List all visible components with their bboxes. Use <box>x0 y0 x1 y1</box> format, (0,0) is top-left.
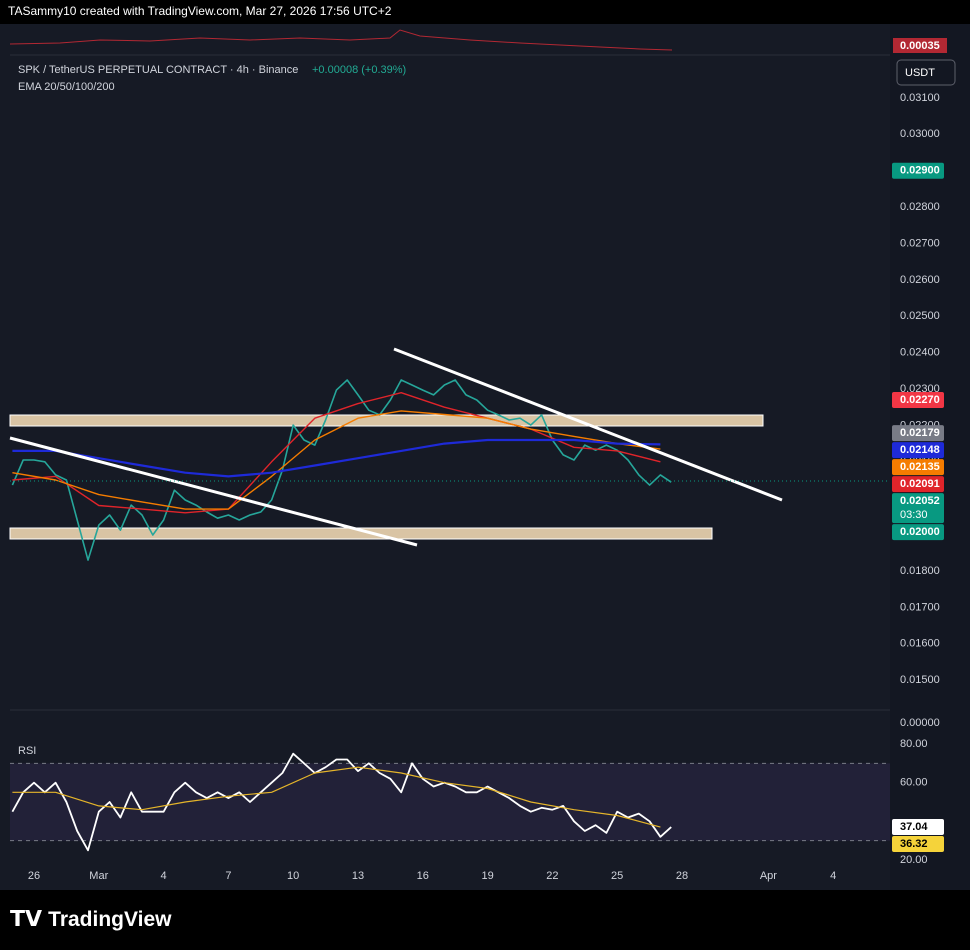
y-tick-label: 0.02500 <box>900 310 940 322</box>
axis-badge <box>892 425 944 442</box>
axis-badge-label: 0.02000 <box>900 526 940 538</box>
axis-badge <box>892 493 944 524</box>
series-line <box>12 410 661 510</box>
axis-badge-label: 0.02135 <box>900 461 940 473</box>
y-tick-label: 0.01800 <box>900 565 940 577</box>
chart-area <box>0 24 970 890</box>
x-tick-label: 10 <box>287 870 299 882</box>
axis-badge <box>892 836 944 853</box>
currency-button[interactable] <box>896 59 956 86</box>
y-tick-label: 80.00 <box>900 738 928 750</box>
y-tick-label: 0.01500 <box>900 674 940 686</box>
axis-badge <box>892 476 944 493</box>
series-line <box>12 392 661 514</box>
axis-badge-label: 0.02091 <box>900 478 940 490</box>
axis-badge-label: 36.32 <box>900 838 928 850</box>
y-tick-label: 60.00 <box>900 777 928 789</box>
footer-logo-text: TradingView <box>48 908 172 931</box>
axis-badge <box>892 459 944 476</box>
symbol-title: SPK / TetherUS PERPETUAL CONTRACT · 4h ·… <box>18 64 298 76</box>
rsi-title: RSI <box>18 745 36 757</box>
indicator-badge-bg <box>893 38 947 53</box>
axis-badge <box>892 162 944 179</box>
axis-badge-label: 0.02179 <box>900 427 940 439</box>
indicator-badge: 0.00035 <box>900 40 940 52</box>
axis-badge-label: 0.02148 <box>900 444 940 456</box>
axis-badge-label: 0.02270 <box>900 394 940 406</box>
series-line <box>12 438 661 478</box>
y-tick-label: 20.00 <box>900 854 928 866</box>
y-tick-label: 0.02400 <box>900 347 940 359</box>
y-tick-label: 0.01600 <box>900 638 940 650</box>
y-tick-label: 0.03100 <box>900 92 940 104</box>
indicator-line <box>9 29 673 51</box>
y-tick-label: 0.01700 <box>900 601 940 613</box>
header: TASammy10 created with TradingView.com, … <box>8 4 392 18</box>
x-tick-label: Mar <box>89 870 108 882</box>
x-tick-label: 4 <box>161 870 167 882</box>
rsi-band <box>10 763 890 841</box>
x-tick-label: Apr <box>760 870 777 882</box>
series-line <box>11 379 672 561</box>
y-tick-label: 0.03000 <box>900 128 940 140</box>
x-tick-label: 25 <box>611 870 623 882</box>
x-tick-label: 22 <box>546 870 558 882</box>
x-tick-label: 19 <box>481 870 493 882</box>
x-tick-label: 28 <box>676 870 688 882</box>
axis-badge-label: 37.04 <box>900 821 928 833</box>
axis-badge <box>892 442 944 459</box>
resistance-zone <box>9 414 764 427</box>
x-tick-label: 16 <box>417 870 429 882</box>
axis-badge <box>892 524 944 541</box>
lower-axis-label: 0.00000 <box>900 717 940 729</box>
axis-badge <box>892 391 944 408</box>
axis-badge-label: 0.02052 <box>900 495 940 507</box>
countdown: 03:30 <box>900 509 928 521</box>
x-tick-label: 7 <box>225 870 231 882</box>
price-change: +0.00008 (+0.39%) <box>312 64 406 76</box>
series-line <box>11 752 672 852</box>
trendline <box>393 347 783 502</box>
currency-label[interactable]: USDT <box>905 67 935 79</box>
axis-badge <box>892 819 944 836</box>
footer-logo: 𝗧𝗩 TradingView <box>10 906 172 931</box>
series-line <box>12 766 661 828</box>
axis-badge-label: 0.02900 <box>900 165 940 177</box>
x-tick-label: 4 <box>830 870 836 882</box>
ema-legend: EMA 20/50/100/200 <box>18 81 115 93</box>
y-tick-label: 0.02800 <box>900 201 940 213</box>
x-tick-label: 26 <box>28 870 40 882</box>
y-tick-label: 0.02300 <box>900 383 940 395</box>
trendline <box>9 436 418 547</box>
y-tick-label: 0.02700 <box>900 237 940 249</box>
x-tick-label: 13 <box>352 870 364 882</box>
support-zone <box>9 527 713 540</box>
y-tick-label: 0.02600 <box>900 274 940 286</box>
